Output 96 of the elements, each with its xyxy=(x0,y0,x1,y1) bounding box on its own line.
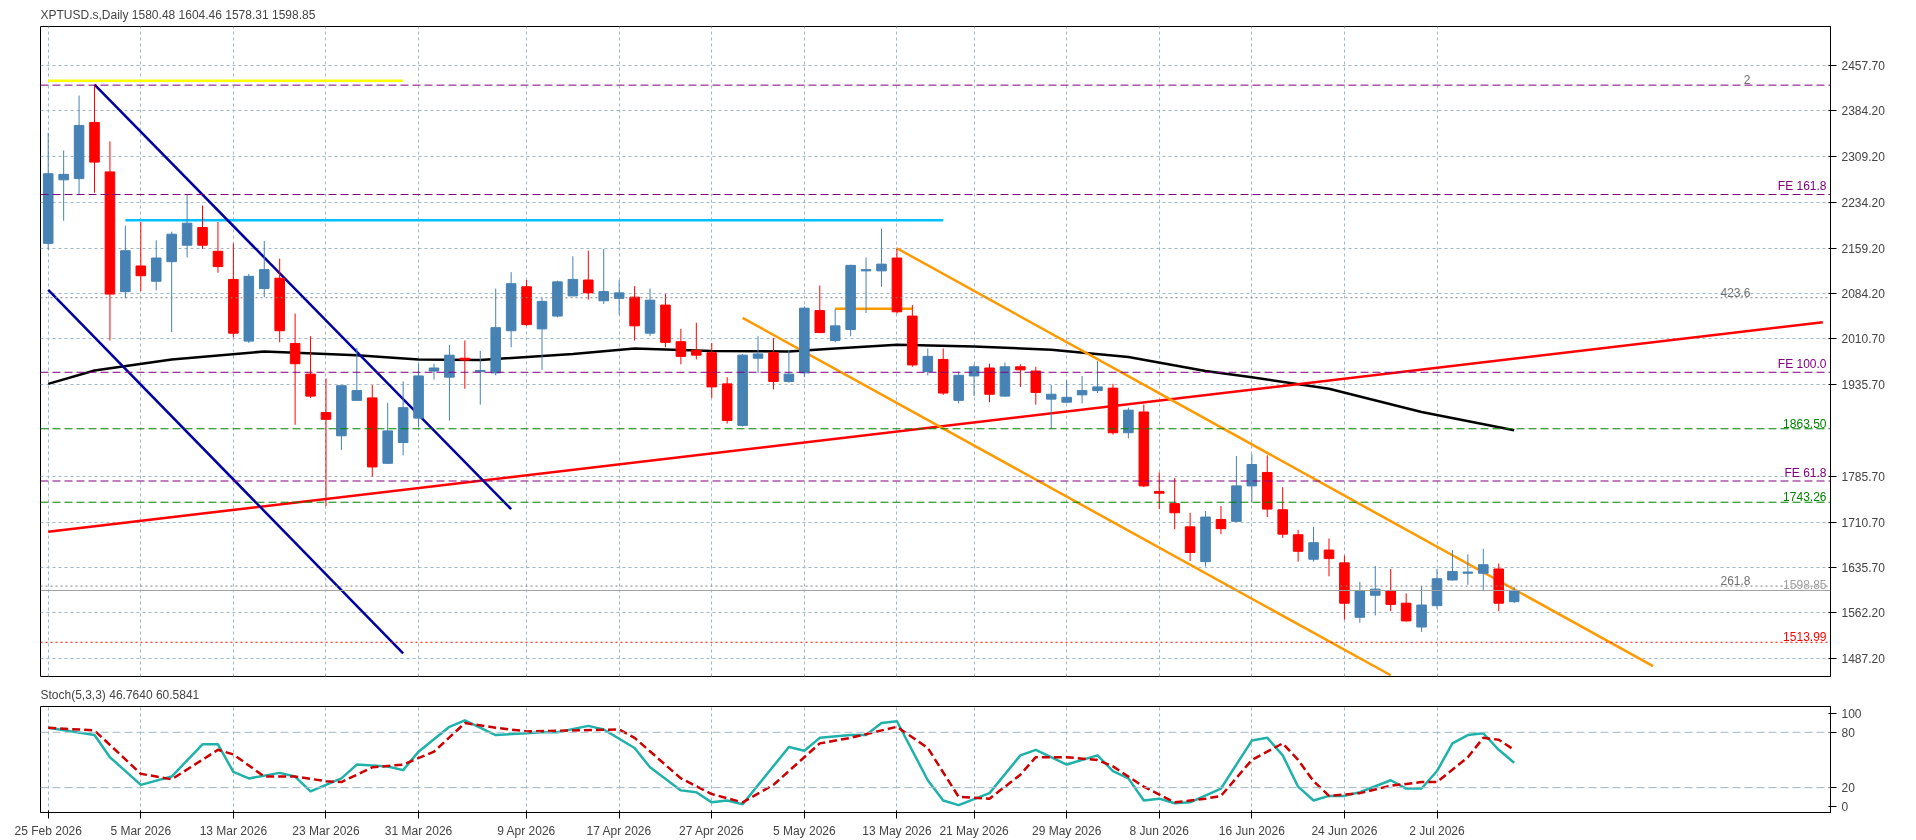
candlestick xyxy=(691,322,702,360)
candlestick xyxy=(197,204,208,250)
ref-line-label: 1743.26 xyxy=(1783,490,1827,505)
candlestick xyxy=(1478,548,1489,591)
y-tick-label: 100 xyxy=(1841,707,1862,722)
y-tick-label: 1487.20 xyxy=(1841,652,1886,667)
y-tick-label: 1785.70 xyxy=(1841,469,1886,484)
candlestick xyxy=(1153,471,1165,510)
candlestick xyxy=(320,377,332,507)
ref-line-label: FE 61.8 xyxy=(1784,466,1827,481)
candlestick xyxy=(1030,366,1042,406)
annotation: 261.8 xyxy=(1720,574,1751,589)
candlestick xyxy=(814,285,826,334)
candlestick xyxy=(1076,375,1088,404)
candlestick xyxy=(181,194,193,258)
chart-title: XPTUSD.s,Daily 1580.48 1604.46 1578.31 1598.85 xyxy=(40,7,316,22)
candlestick xyxy=(135,221,147,292)
x-tick-label: 16 Jun 2026 xyxy=(1218,823,1286,838)
y-tick-label: 2457.70 xyxy=(1841,59,1886,74)
y-tick-label: 1935.70 xyxy=(1841,378,1886,393)
x-tick-label: 23 Mar 2026 xyxy=(292,823,360,838)
candlestick xyxy=(212,221,224,274)
y-tick-label: 1562.20 xyxy=(1841,606,1886,621)
annotation: 2 xyxy=(1743,73,1751,88)
candlestick xyxy=(583,250,594,301)
candlestick xyxy=(675,328,687,365)
chart-title: Stoch(5,3,3) 46.7640 60.5841 xyxy=(40,687,200,702)
x-tick-label: 29 May 2026 xyxy=(1031,823,1102,838)
candlestick xyxy=(1092,360,1103,394)
candlestick xyxy=(1370,565,1381,616)
y-tick-label: 2084.20 xyxy=(1841,287,1886,302)
ref-line-label: 1513.99 xyxy=(1783,630,1827,645)
x-tick-label: 17 Apr 2026 xyxy=(586,823,652,838)
candlestick xyxy=(1462,553,1474,586)
annotation: 423.6 xyxy=(1720,285,1751,300)
candlestick xyxy=(1246,453,1258,503)
candlestick xyxy=(351,347,363,401)
candlestick xyxy=(598,248,610,305)
candlestick xyxy=(58,150,69,222)
candlestick xyxy=(1416,585,1427,633)
y-tick-label: 2159.20 xyxy=(1841,241,1886,256)
candlestick xyxy=(1308,526,1319,563)
x-tick-label: 8 Jun 2026 xyxy=(1129,823,1190,838)
x-tick-label: 13 Mar 2026 xyxy=(199,823,268,838)
x-tick-label: 27 Apr 2026 xyxy=(679,823,745,838)
candlestick xyxy=(1215,505,1227,535)
y-tick-label: 1710.70 xyxy=(1841,515,1886,530)
candlestick xyxy=(922,347,934,376)
x-tick-label: 5 Mar 2026 xyxy=(110,823,172,838)
candlestick xyxy=(1169,477,1180,530)
candlestick xyxy=(1400,592,1412,623)
ref-line-label: 1863.50 xyxy=(1783,416,1827,431)
candlestick xyxy=(752,335,764,374)
x-tick-label: 2 Jul 2026 xyxy=(1409,823,1466,838)
ref-line-label: 1598.85 xyxy=(1783,578,1827,593)
x-tick-label: 25 Feb 2026 xyxy=(14,823,83,838)
candlestick xyxy=(968,363,980,397)
candlestick xyxy=(1447,549,1458,582)
y-tick-label: 2010.70 xyxy=(1841,332,1886,347)
candlestick xyxy=(829,308,841,343)
line-series xyxy=(46,343,1516,432)
candlestick xyxy=(289,313,301,426)
x-tick-label: 24 Jun 2026 xyxy=(1311,823,1378,838)
y-tick-label: 80 xyxy=(1841,725,1856,740)
candlestick xyxy=(258,240,270,298)
candlestick xyxy=(305,335,316,399)
y-tick-label: 1635.70 xyxy=(1841,561,1886,576)
candlestick xyxy=(1123,407,1134,439)
candlestick xyxy=(1292,529,1304,563)
y-tick-label: 20 xyxy=(1841,781,1856,796)
candlestick xyxy=(860,256,872,314)
x-tick-label: 21 May 2026 xyxy=(939,823,1010,838)
candlestick xyxy=(150,239,162,291)
candlestick xyxy=(1323,537,1335,577)
candlestick xyxy=(613,279,625,316)
candlestick xyxy=(459,340,471,390)
y-tick-label: 2384.20 xyxy=(1841,104,1886,119)
candlestick xyxy=(876,228,887,288)
x-tick-label: 31 Mar 2026 xyxy=(384,823,453,838)
ref-line-label: FE 161.8 xyxy=(1777,179,1827,194)
candlestick xyxy=(1045,384,1057,430)
candlestick xyxy=(1385,568,1396,612)
candlestick xyxy=(475,350,486,406)
y-tick-label: 2234.20 xyxy=(1841,195,1886,210)
candlestick xyxy=(567,255,579,297)
x-tick-label: 5 May 2026 xyxy=(772,823,837,838)
candlestick xyxy=(1061,379,1072,404)
candlestick xyxy=(783,349,795,384)
candlestick xyxy=(1015,363,1026,388)
candlestick xyxy=(444,344,455,422)
x-tick-label: 9 Apr 2026 xyxy=(497,823,556,838)
y-tick-label: 2309.20 xyxy=(1841,150,1886,164)
ref-line-label: FE 100.0 xyxy=(1777,357,1827,372)
candlestick xyxy=(428,363,440,381)
x-tick-label: 13 May 2026 xyxy=(862,823,932,838)
y-tick-label: 0 xyxy=(1841,799,1849,814)
